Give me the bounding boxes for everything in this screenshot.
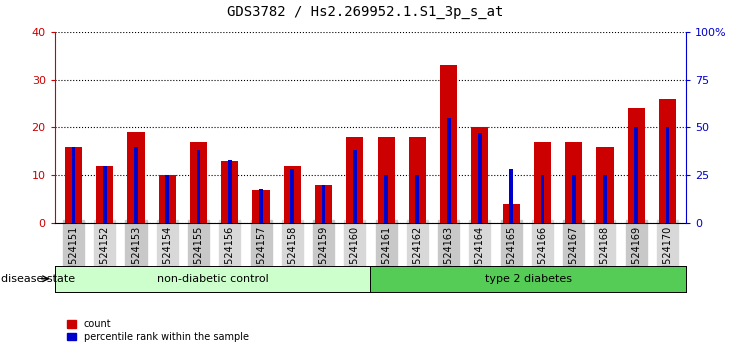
Bar — [534, 142, 551, 223]
Text: type 2 diabetes: type 2 diabetes — [485, 274, 572, 284]
Bar — [253, 190, 269, 223]
Bar — [377, 137, 395, 223]
Bar — [478, 133, 482, 223]
Bar — [540, 175, 545, 223]
Bar — [291, 170, 294, 223]
Text: non-diabetic control: non-diabetic control — [157, 274, 269, 284]
Legend: count, percentile rank within the sample: count, percentile rank within the sample — [64, 315, 253, 346]
Bar — [166, 175, 169, 223]
Bar — [628, 108, 645, 223]
Bar — [510, 170, 513, 223]
Bar — [659, 99, 676, 223]
Bar — [65, 147, 82, 223]
Bar — [353, 150, 357, 223]
Bar — [502, 204, 520, 223]
Bar — [472, 127, 488, 223]
Bar — [134, 147, 138, 223]
Text: GDS3782 / Hs2.269952.1.S1_3p_s_at: GDS3782 / Hs2.269952.1.S1_3p_s_at — [227, 5, 503, 19]
Bar — [346, 137, 364, 223]
Bar — [415, 175, 419, 223]
Bar — [128, 132, 145, 223]
Bar — [221, 161, 239, 223]
Text: disease state: disease state — [1, 274, 75, 284]
Bar — [96, 166, 113, 223]
Bar — [322, 185, 326, 223]
Bar — [603, 175, 607, 223]
Bar — [440, 65, 457, 223]
Bar — [666, 127, 669, 223]
Bar — [72, 147, 75, 223]
Bar — [158, 175, 176, 223]
Bar — [196, 150, 201, 223]
Bar — [284, 166, 301, 223]
Bar — [572, 175, 575, 223]
Bar — [596, 147, 613, 223]
Bar — [447, 118, 450, 223]
Bar — [228, 160, 231, 223]
Bar — [190, 142, 207, 223]
Bar — [384, 175, 388, 223]
Bar — [315, 185, 332, 223]
Bar — [259, 189, 263, 223]
Bar — [565, 142, 583, 223]
Bar — [103, 166, 107, 223]
Bar — [409, 137, 426, 223]
Bar — [634, 127, 638, 223]
